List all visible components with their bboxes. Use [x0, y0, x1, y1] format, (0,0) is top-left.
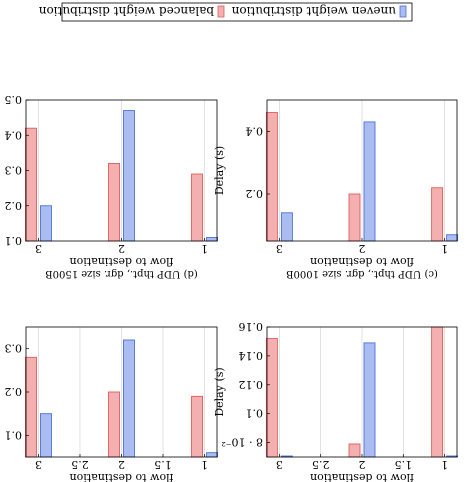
- bar: [431, 187, 444, 242]
- chart-panel: 1 2 3 0.2 0.4 flow to destination(c) UDP thpt…: [213, 99, 459, 279]
- bar: [25, 127, 37, 242]
- y-tick-label: 0.1: [5, 428, 23, 441]
- x-tick-label: 1.5: [395, 458, 413, 471]
- bar: [108, 391, 120, 458]
- x-tick-label: 2: [118, 242, 125, 255]
- x-axis-label: flow to destination: [70, 471, 174, 482]
- x-tick-label: 1.5: [154, 458, 172, 471]
- y-tick-label: 0.2: [246, 187, 264, 200]
- y-tick-label: 0.1: [5, 234, 23, 247]
- bar: [108, 162, 120, 242]
- panel-title: (c) UDP thpt., dgr. size 1000B: [286, 268, 438, 279]
- legend-swatch: [217, 5, 225, 18]
- bar: [123, 110, 135, 242]
- y-axis-label: Delay (s): [213, 367, 226, 416]
- x-tick-label: 3: [35, 458, 42, 471]
- y-tick-label: 0.12: [239, 378, 264, 391]
- x-tick-label: 2.5: [71, 458, 89, 471]
- y-axis-label: Delay (s): [213, 146, 226, 195]
- legend: uneven weight distribution balanced weigh…: [38, 2, 413, 22]
- x-axis-label: flow to destination: [310, 471, 414, 482]
- y-tick-label: 0.14: [239, 349, 264, 362]
- legend-swatch: [399, 5, 407, 18]
- x-tick-label: 1: [201, 458, 208, 471]
- bar: [446, 234, 459, 242]
- bar: [206, 452, 218, 458]
- bar: [265, 338, 278, 458]
- x-tick-label: 3: [276, 242, 283, 255]
- bar: [123, 339, 135, 458]
- y-tick-label: 0.4: [246, 124, 264, 137]
- bar: [191, 395, 203, 458]
- bar: [40, 205, 52, 242]
- bar: [265, 112, 278, 242]
- y-tick-label: 8 · 10⁻²: [221, 436, 263, 449]
- x-tick-label: 1: [441, 242, 448, 255]
- bar: [25, 356, 37, 458]
- bar: [40, 413, 52, 458]
- y-tick-label: 0.3: [5, 342, 23, 355]
- y-tick-label: 0.16: [239, 320, 264, 333]
- x-tick-label: 2: [359, 242, 366, 255]
- bar: [206, 237, 218, 242]
- chart-panel: 1 2 3 0.1 0.2 0.3 0.4 0.5 flow to destination(d)…: [5, 93, 218, 279]
- x-tick-label: 2: [118, 458, 125, 471]
- bar: [348, 443, 361, 458]
- y-tick-label: 0.5: [5, 93, 23, 106]
- legend-label: uneven weight distribution: [231, 4, 396, 18]
- bar: [431, 326, 444, 458]
- x-axis-label: flow to destination: [70, 255, 174, 268]
- x-tick-label: 1: [201, 242, 208, 255]
- bar: [363, 342, 376, 458]
- y-tick-label: 0.1: [246, 407, 264, 420]
- y-tick-label: 0.3: [5, 164, 23, 177]
- bar: [191, 173, 203, 242]
- bar: [348, 193, 361, 242]
- y-tick-label: 0.4: [5, 128, 23, 141]
- legend-frame: [61, 2, 413, 22]
- x-tick-label: 3: [276, 458, 283, 471]
- y-tick-label: 0.2: [5, 385, 23, 398]
- panel-title: (d) UDP thpt., dgr. size 1500B: [45, 268, 198, 279]
- x-tick-label: 2: [359, 458, 366, 471]
- legend-label: balanced weight distribution: [38, 4, 214, 18]
- bar: [280, 212, 293, 242]
- chart-panel: 1 1.5 2 2.5 3 8 · 10⁻² 0.1 0.12 0.14 0.16 flow to …: [213, 320, 459, 482]
- y-tick-label: 0.2: [5, 199, 23, 212]
- x-tick-label: 1: [441, 458, 448, 471]
- x-tick-label: 3: [35, 242, 42, 255]
- x-tick-label: 2.5: [312, 458, 330, 471]
- x-axis-label: flow to destination: [310, 255, 414, 268]
- bar: [363, 121, 376, 242]
